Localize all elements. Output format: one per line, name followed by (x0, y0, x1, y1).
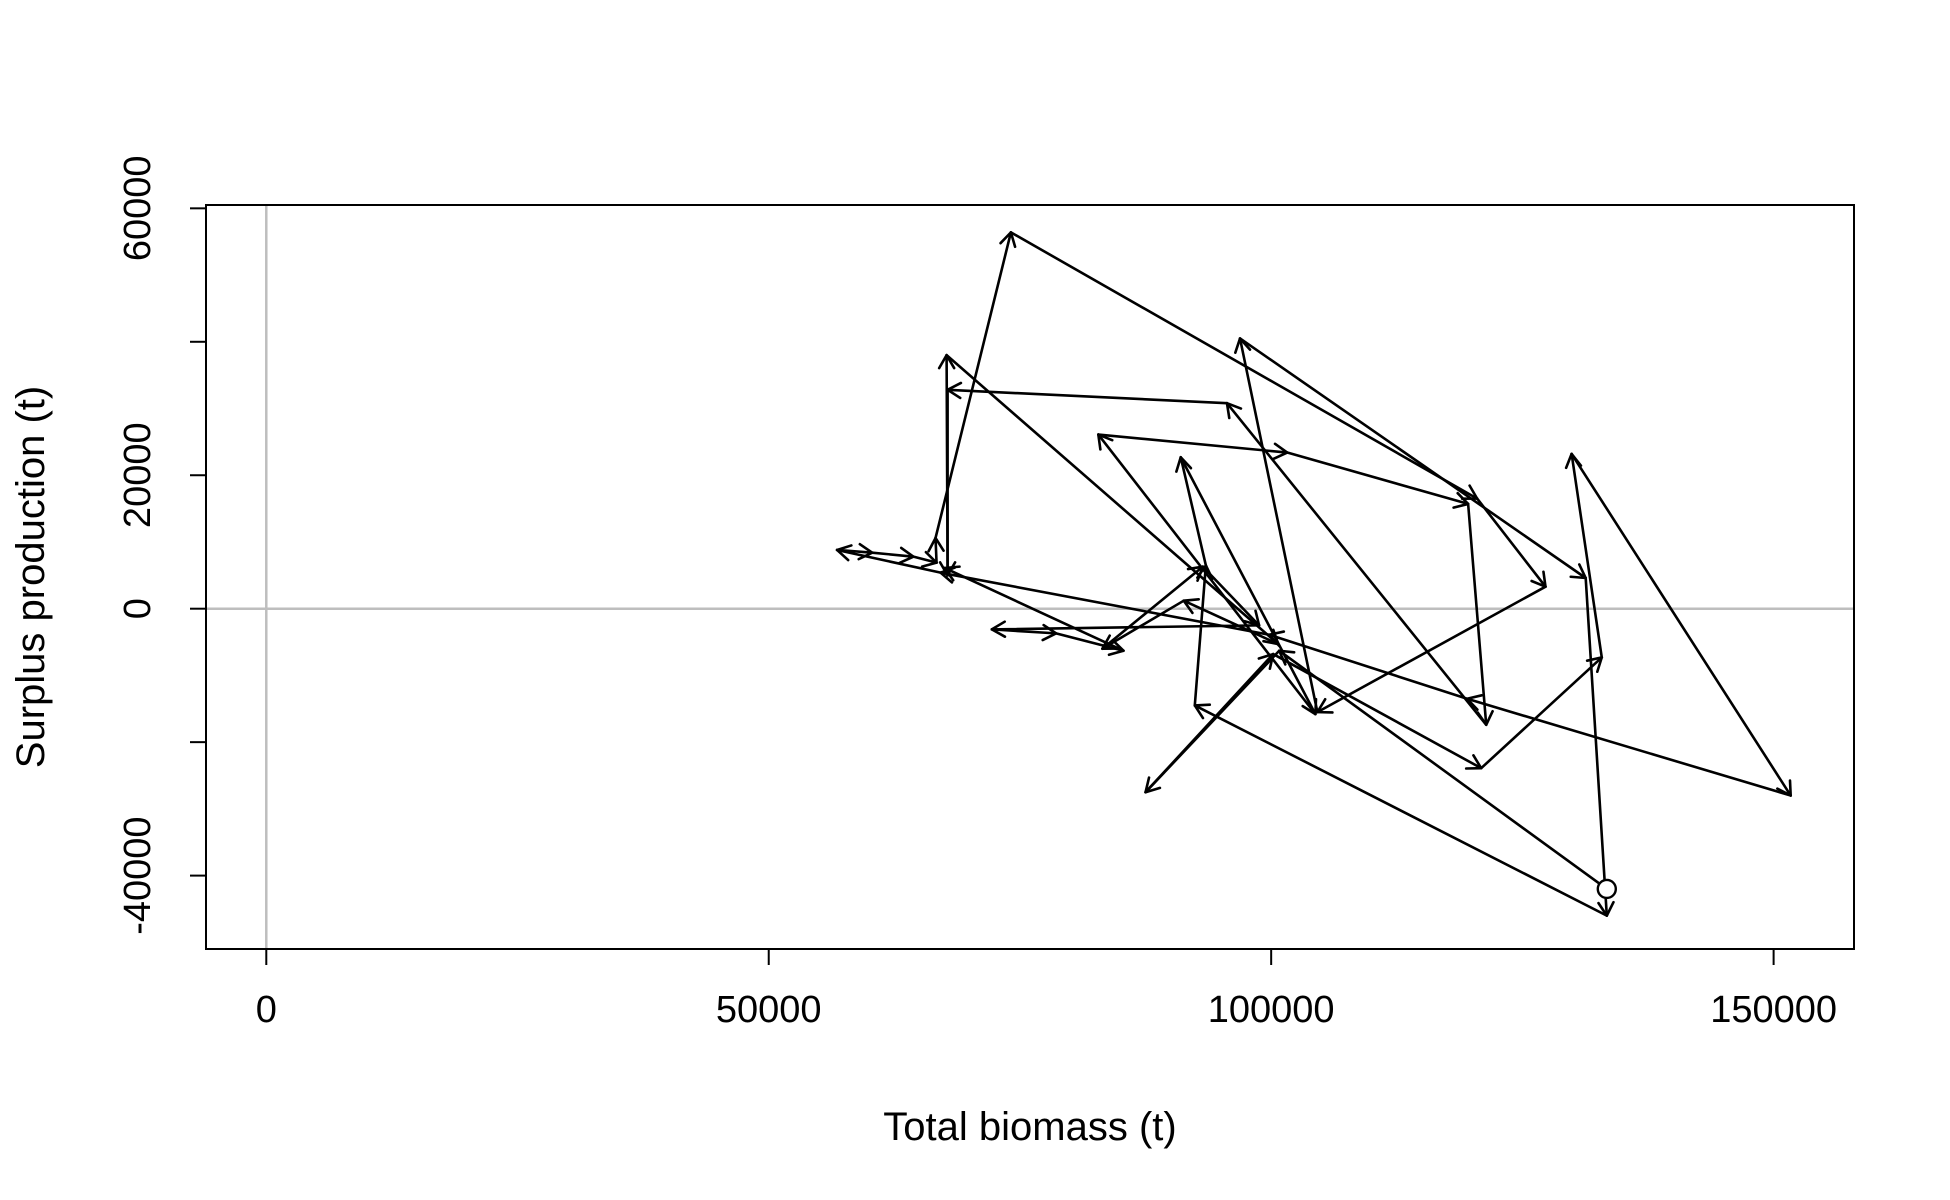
trajectory-arrow (1271, 652, 1483, 770)
trajectory-arrow (1225, 401, 1488, 727)
trajectory-arrow (1584, 576, 1615, 917)
arrow-shaft (1009, 231, 1479, 500)
arrow-shaft (1475, 497, 1547, 588)
arrow-shaft (1097, 433, 1289, 454)
arrow-shaft (1097, 433, 1317, 716)
trajectory-arrow (1465, 694, 1792, 797)
arrow-shaft (1179, 455, 1317, 716)
arrow-shaft (1238, 337, 1587, 580)
arrow-head (943, 565, 961, 582)
arrow-shaft (939, 571, 1271, 637)
trajectory-arrow (1564, 452, 1604, 659)
trajectory-arrow (1175, 455, 1208, 567)
arrow-head (1569, 563, 1587, 580)
trajectory-arrow (1097, 433, 1289, 461)
trajectory-arrow (1277, 649, 1609, 891)
trajectory-arrow (1479, 656, 1604, 770)
arrow-shaft (1179, 455, 1208, 567)
arrow-shaft (1225, 401, 1488, 727)
trajectory-arrow (870, 546, 915, 565)
arrow-shaft (1144, 652, 1275, 794)
arrow-shaft (1465, 697, 1792, 797)
arrow-shaft (1201, 565, 1261, 627)
data-series (835, 231, 1792, 917)
trajectory-arrow (943, 565, 1125, 653)
x-axis: 0 50000 100000 150000 (256, 948, 1837, 1031)
trajectory-arrow (1193, 564, 1214, 707)
arrow-shaft (1570, 452, 1604, 659)
x-axis-title: Total biomass (t) (883, 1105, 1176, 1149)
arrow-shaft (990, 624, 1261, 631)
arrow-shaft (1101, 565, 1205, 651)
y-tick-label: 20000 (117, 422, 159, 528)
arrow-shaft (934, 536, 938, 564)
trajectory-arrow (1179, 455, 1318, 716)
arrow-shaft (1267, 633, 1469, 701)
arrow-shaft (946, 388, 1229, 405)
x-tick-label: 150000 (1710, 989, 1837, 1031)
arrow-shaft (1466, 502, 1488, 727)
x-tick-label: 50000 (716, 989, 822, 1031)
arrow-shaft (945, 353, 1280, 646)
arrow-shaft (990, 628, 1058, 635)
arrow-shaft (835, 548, 874, 554)
trajectory-arrow (1238, 337, 1587, 580)
y-tick-label: 60000 (117, 156, 159, 262)
arrow-shaft (912, 555, 938, 564)
arrow-shaft (945, 353, 949, 577)
trajectory-arrow (990, 623, 1058, 642)
arrow-shaft (1193, 564, 1208, 707)
y-axis: -40000 0 20000 60000 (117, 156, 207, 935)
y-tick-label: -40000 (117, 816, 159, 934)
trajectory-arrow (1570, 452, 1792, 797)
plot-frame (205, 204, 1855, 950)
arrow-shaft (1285, 451, 1470, 506)
x-tick-label: 100000 (1208, 989, 1335, 1031)
trajectory-arrow (1193, 703, 1609, 917)
trajectory-arrow (1466, 502, 1494, 727)
arrow-shaft (835, 548, 942, 574)
trajectory-arrow (912, 550, 938, 568)
trajectory-arrow (1144, 652, 1275, 794)
arrow-shaft (1316, 585, 1547, 714)
arrow-shaft (1570, 452, 1792, 797)
trajectory-arrow (1097, 433, 1317, 716)
arrow-shaft (1054, 632, 1125, 653)
y-tick-label: 0 (117, 598, 159, 619)
arrow-shaft (1277, 649, 1609, 891)
arrow-shaft (1193, 704, 1609, 917)
arrow-shaft (1182, 599, 1280, 646)
arrow-shaft (1584, 576, 1609, 917)
y-axis-title: Surplus production (t) (9, 386, 53, 768)
trajectory-arrow (1009, 231, 1479, 500)
trajectory-arrow (1285, 451, 1470, 509)
trajectory-arrow (927, 536, 945, 564)
x-tick-label: 0 (256, 989, 277, 1031)
arrow-shaft (1271, 652, 1483, 770)
reference-lines (206, 205, 1854, 949)
arrow-shaft (1101, 599, 1186, 651)
trajectory-arrow (1201, 565, 1261, 627)
trajectory-arrow (1316, 585, 1547, 714)
arrow-shaft (1479, 656, 1604, 770)
arrow-shaft (943, 566, 1125, 653)
arrow-shaft (870, 551, 915, 558)
start-point-marker (1596, 878, 1618, 900)
arrow-shaft (1238, 337, 1319, 714)
